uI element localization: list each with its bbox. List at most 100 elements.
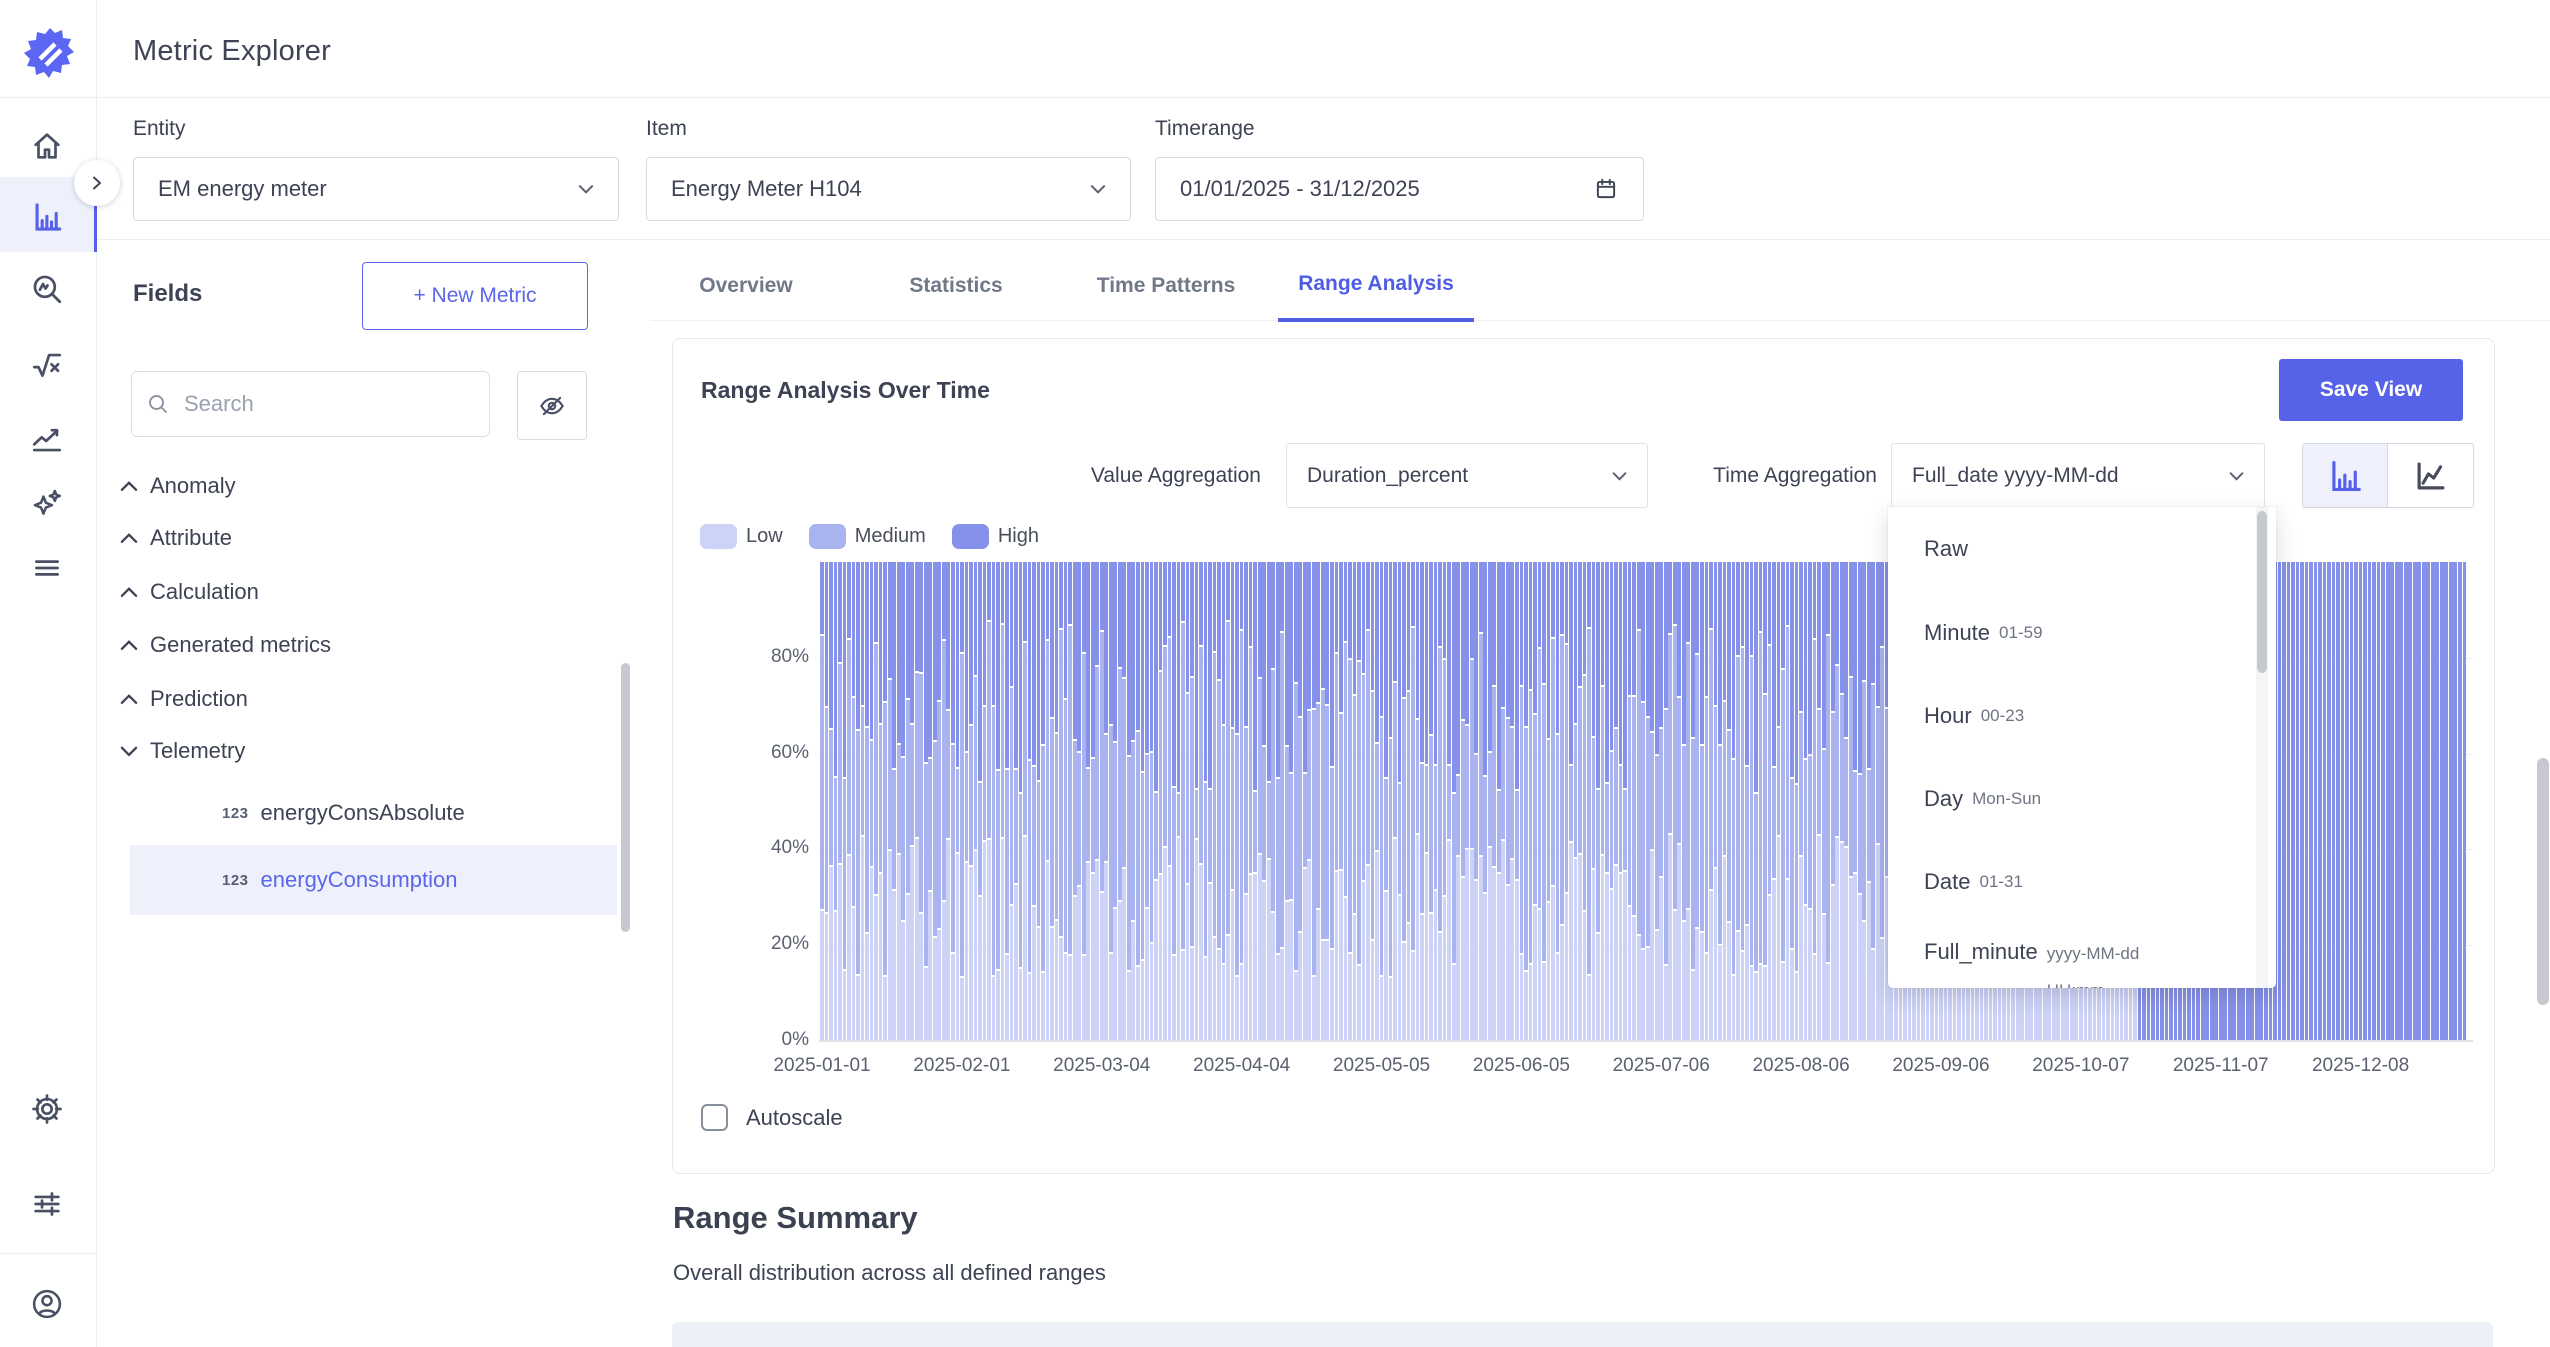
sidebar-item-menu[interactable] [27, 548, 67, 588]
bar-high-segment [1659, 562, 1663, 727]
chart-bar [1808, 562, 1812, 1041]
bar-chart-view-toggle[interactable] [2302, 443, 2388, 508]
bar-medium-segment [1538, 649, 1542, 909]
chart-bar [969, 562, 973, 1041]
sidebar-expand-button[interactable] [74, 160, 120, 206]
chart-bar [1862, 562, 1866, 1041]
bar-low-segment [838, 865, 842, 1041]
bar-high-segment [1195, 562, 1199, 788]
field-group-prediction[interactable]: Prediction [120, 673, 580, 725]
range-summary-table-header [672, 1322, 2493, 1347]
bar-high-segment [1637, 562, 1641, 629]
bar-medium-segment [1474, 755, 1478, 879]
bar-medium-segment [1168, 638, 1172, 865]
value-aggregation-select[interactable]: Duration_percent [1286, 443, 1648, 508]
legend-swatch-high [952, 524, 989, 549]
chart-bar [1150, 562, 1154, 1041]
tab-statistics[interactable]: Statistics [892, 249, 1020, 322]
bar-high-segment [1727, 562, 1731, 729]
bar-high-segment [1104, 562, 1108, 733]
dropdown-option-full_minute[interactable]: Full_minuteyyyy-MM-dd HH:mm [1888, 923, 2276, 988]
chart-bar [2305, 562, 2309, 1041]
chart-bar [1434, 562, 1438, 1041]
bar-low-segment [1294, 972, 1298, 1041]
line-chart-view-toggle[interactable] [2388, 443, 2474, 508]
field-group-generated-metrics[interactable]: Generated metrics [120, 619, 580, 671]
bar-low-segment [1420, 915, 1424, 1041]
field-group-anomaly[interactable]: Anomaly [120, 460, 580, 512]
bar-high-segment [1312, 562, 1316, 708]
field-item-energyConsumption[interactable]: 123energyConsumption [130, 845, 617, 915]
bar-high-segment [1204, 562, 1208, 781]
sidebar-item-settings[interactable] [27, 1089, 67, 1129]
sidebar-item-anomaly[interactable] [27, 269, 67, 309]
toggle-hidden-fields-button[interactable] [517, 371, 587, 440]
save-view-button[interactable]: Save View [2279, 359, 2463, 421]
bar-medium-segment [1073, 741, 1077, 895]
chart-bar [1330, 562, 1334, 1041]
bar-low-segment [1470, 850, 1474, 1041]
eye-off-icon [537, 391, 567, 421]
square-root-icon [30, 348, 64, 382]
bar-medium-segment [1118, 669, 1122, 900]
chart-bar [1104, 562, 1108, 1041]
bar-high-segment [1691, 562, 1695, 737]
sidebar-item-calculation[interactable] [27, 345, 67, 385]
bar-high-segment [1538, 562, 1542, 647]
bar-low-segment [1285, 902, 1289, 1041]
timerange-picker[interactable]: 01/01/2025 - 31/12/2025 [1155, 157, 1644, 221]
bar-high-segment [847, 562, 851, 638]
time-aggregation-value: Full_date yyyy-MM-dd [1912, 464, 2119, 488]
dropdown-scrollbar-thumb[interactable] [2257, 511, 2267, 673]
sidebar-item-preferences[interactable] [27, 1184, 67, 1224]
bar-high-segment [2282, 562, 2286, 1041]
dropdown-option-day[interactable]: DayMon-Sun [1888, 757, 2276, 840]
dropdown-option-hour[interactable]: Hour00-23 [1888, 674, 2276, 757]
chart-bar [1141, 562, 1145, 1041]
new-metric-button[interactable]: + New Metric [362, 262, 588, 330]
bar-low-segment [888, 851, 892, 1041]
fields-scrollbar-thumb[interactable] [621, 663, 630, 932]
bar-low-segment [1808, 910, 1812, 1041]
bar-low-segment [1371, 941, 1375, 1041]
item-select[interactable]: Energy Meter H104 [646, 157, 1131, 221]
page-scrollbar-thumb[interactable] [2537, 758, 2549, 1005]
field-group-attribute[interactable]: Attribute [120, 512, 580, 564]
bar-medium-segment [956, 769, 960, 852]
field-group-telemetry[interactable]: Telemetry [120, 725, 580, 777]
bar-medium-segment [1298, 718, 1302, 930]
bar-high-segment [1434, 562, 1438, 764]
field-group-calculation[interactable]: Calculation [120, 566, 580, 618]
bar-medium-segment [838, 664, 842, 863]
autoscale-checkbox[interactable] [701, 1104, 728, 1131]
sidebar-item-metric-explorer[interactable] [27, 197, 67, 237]
dropdown-option-suffix: Mon-Sun [1972, 780, 2041, 817]
sidebar-item-ai[interactable] [27, 483, 67, 523]
sidebar-item-home[interactable] [27, 126, 67, 166]
fields-search-input[interactable] [182, 390, 436, 418]
bar-low-segment [1032, 907, 1036, 1041]
tab-range-analysis[interactable]: Range Analysis [1278, 249, 1474, 322]
app-logo[interactable] [22, 26, 78, 82]
sidebar-item-trend[interactable] [27, 418, 67, 458]
chart-bar [942, 562, 946, 1041]
bar-high-segment [1849, 562, 1853, 676]
field-item-energyConsAbsolute[interactable]: 123energyConsAbsolute [130, 787, 617, 839]
bar-high-segment [1389, 562, 1393, 737]
bar-medium-segment [1750, 657, 1754, 965]
chart-bar [1619, 562, 1623, 1041]
time-aggregation-select[interactable]: Full_date yyyy-MM-dd [1891, 443, 2265, 508]
dropdown-option-raw[interactable]: Raw [1888, 507, 2276, 591]
tab-overview[interactable]: Overview [682, 249, 810, 322]
bar-medium-segment [1407, 692, 1411, 922]
bar-low-segment [1253, 874, 1257, 1041]
dropdown-option-date[interactable]: Date01-31 [1888, 840, 2276, 923]
dropdown-option-minute[interactable]: Minute01-59 [1888, 591, 2276, 674]
chart-bar [1822, 562, 1826, 1041]
bar-low-segment [1168, 867, 1172, 1041]
chart-bar [1068, 562, 1072, 1041]
entity-select[interactable]: EM energy meter [133, 157, 619, 221]
bar-high-segment [1587, 562, 1591, 627]
tab-time-patterns[interactable]: Time Patterns [1074, 249, 1258, 322]
sidebar-item-profile[interactable] [27, 1284, 67, 1324]
